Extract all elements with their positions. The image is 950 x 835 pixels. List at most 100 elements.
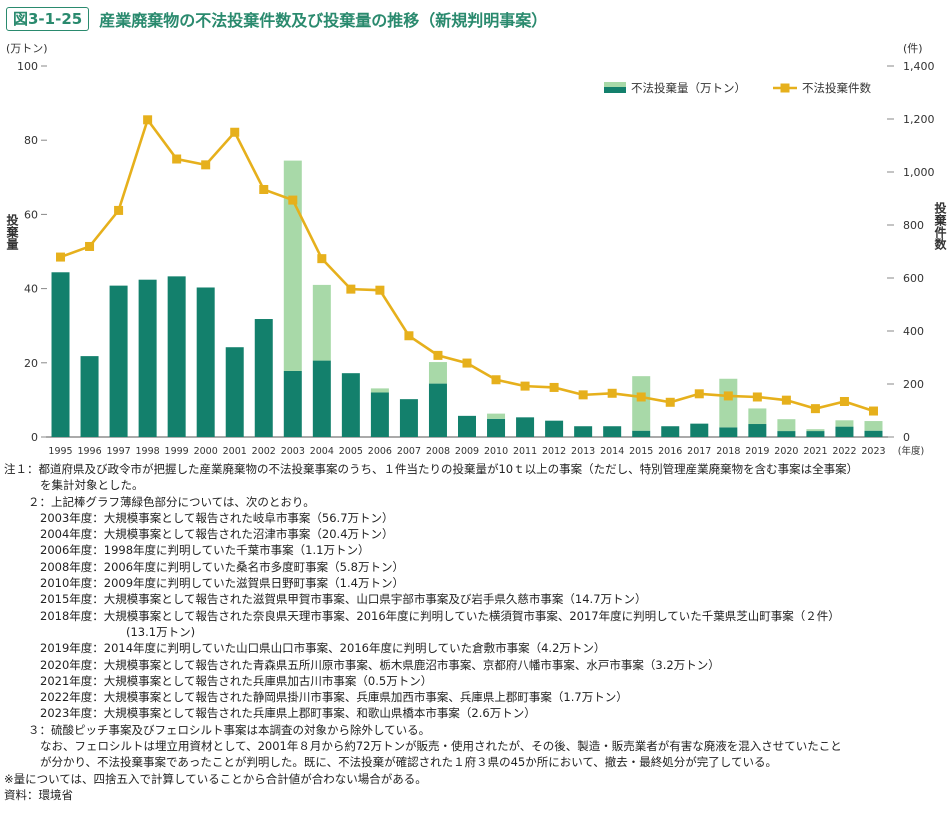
line-marker-2012 [549, 382, 559, 392]
note-item-6: 2018年度：大規模事案として報告された奈良県天理市事案、2016年度に判明して… [40, 608, 840, 623]
x-tick-label: 2002 [252, 446, 276, 457]
x-tick-label: 2003 [281, 446, 305, 457]
note-rounding: ※量については、四捨五入で計算していることから合計値が合わない場合がある。 [4, 771, 427, 786]
bar-supplement-2010 [487, 413, 506, 419]
x-tick-label: 2018 [716, 446, 740, 457]
note-item-3: 2008年度：2006年度に判明していた桑名市多度町事案（5.8万トン） [40, 559, 404, 574]
note-item-2: 2006年度：1998年度に判明していた千葉市事案（1.1万トン） [40, 543, 370, 558]
line-marker-2006 [375, 285, 385, 295]
left-tick-label: 0 [31, 431, 38, 444]
bar-supplement-2019 [748, 408, 767, 425]
bar-supplement-2003 [283, 160, 302, 371]
legend-bar-swatch-dark [604, 87, 626, 93]
notes: 注１：都道府県及び政令市が把握した産業廃棄物の不法投棄事案のうち、１件当たりの投… [4, 461, 948, 803]
x-tick-label: 2014 [600, 446, 624, 457]
bar-base-1998 [138, 279, 157, 437]
bar-base-2000 [196, 287, 215, 437]
chart-area: 0 20 40 60 80 100 0 200 400 600 800 1,000 1,200 1,400… [5, 60, 947, 457]
left-tick-label: 60 [24, 208, 38, 221]
bar-base-2021 [806, 431, 825, 437]
line-marker-2009 [462, 358, 472, 368]
line-marker-1999 [172, 154, 182, 164]
bar-base-2014 [603, 426, 622, 437]
left-tick-label: 40 [24, 283, 38, 296]
note-item-after-4: 2023年度：大規模事案として報告された兵庫県上郡町事案、和歌山県橋本市事案（2… [40, 706, 536, 721]
note-item-1: 2004年度：大規模事案として報告された沼津市事案（20.4万トン） [40, 527, 394, 542]
bar-supplement-2022 [835, 420, 854, 427]
x-tick-label: 2013 [571, 446, 595, 457]
note-3a: なお、フェロシルトは埋立用資材として、2001年８月から約72万トンが販売・使用… [40, 739, 842, 754]
x-tick-label: 2010 [484, 446, 508, 457]
line-marker-2008 [433, 350, 443, 360]
bar-base-1995 [51, 272, 70, 437]
line-marker-2016 [665, 397, 675, 407]
bar-supplement-2021 [806, 429, 825, 432]
note-item-4: 2010年度：2009年度に判明していた滋賀県日野町事案（1.4万トン） [40, 576, 404, 591]
note-item-0: 2003年度：大規模事案として報告された岐阜市事案（56.7万トン） [40, 510, 394, 525]
note-1a: 注１：都道府県及び政令市が把握した産業廃棄物の不法投棄事案のうち、１件当たりの投… [4, 462, 859, 476]
x-tick-label: 1995 [48, 446, 72, 457]
line-marker-2013 [578, 390, 588, 400]
x-tick-label: 1997 [106, 446, 130, 457]
legend-line-marker [780, 83, 790, 93]
x-tick-label: 2011 [513, 446, 537, 457]
line-marker-2017 [694, 389, 704, 399]
x-tick-label: 2016 [658, 446, 682, 457]
note-2: ２：上記棒グラフ薄緑色部分については、次のとおり。 [28, 494, 315, 509]
bar-base-2011 [516, 417, 535, 437]
note-1b: を集計対象とした。 [40, 478, 144, 493]
bar-base-2008 [428, 383, 447, 437]
right-axis-unit: (件) [903, 42, 923, 55]
legend-bar-label: 不法投棄量（万トン） [631, 81, 746, 95]
bar-supplement-2020 [777, 419, 796, 432]
left-tick-label: 20 [24, 357, 38, 370]
line-marker-2022 [839, 396, 849, 406]
bar-supplement-2006 [370, 388, 389, 393]
x-tick-label: 1996 [77, 446, 101, 457]
right-tick-label: 600 [903, 272, 924, 285]
line-marker-2010 [491, 375, 501, 385]
bar-base-2005 [341, 373, 360, 437]
figure-header: 図3-1-25 産業廃棄物の不法投棄件数及び投棄量の推移（新規判明事案） [6, 6, 547, 32]
line-marker-1998 [143, 115, 153, 125]
bar-base-2018 [719, 427, 738, 437]
right-tick-label: 0 [903, 431, 910, 444]
right-tick-label: 800 [903, 219, 924, 232]
bar-base-2013 [574, 426, 593, 437]
x-tick-label: 2009 [455, 446, 479, 457]
line-marker-2003 [288, 195, 298, 205]
note-item-after-3: 2022年度：大規模事案として報告された静岡県掛川市事案、兵庫県加西市事案、兵庫… [40, 690, 628, 705]
bar-base-2022 [835, 426, 854, 437]
left-tick-label: 80 [24, 134, 38, 147]
bar-base-2006 [370, 392, 389, 437]
right-axis-title: 投棄件数 [933, 201, 947, 251]
bar-base-2004 [312, 360, 331, 437]
x-tick-label: 2007 [397, 446, 421, 457]
line-marker-2001 [230, 127, 240, 137]
line-marker-2004 [317, 254, 327, 264]
line-marker-2005 [346, 284, 356, 294]
x-tick-label: 1998 [136, 446, 160, 457]
x-tick-label: 2012 [542, 446, 566, 457]
line-marker-1995 [56, 252, 66, 262]
line-marker-2021 [810, 404, 820, 414]
bar-supplement-2018 [719, 378, 738, 428]
line-marker-2014 [607, 388, 617, 398]
bar-supplement-2023 [864, 421, 883, 431]
bar-supplement-2008 [428, 362, 447, 384]
x-tick-label: 2015 [629, 446, 653, 457]
bar-base-2010 [487, 418, 506, 437]
note-3: ３：硫酸ピッチ事案及びフェロシルト事案は本調査の対象から除外している。 [28, 722, 431, 737]
legend-bar-swatch-light [604, 82, 626, 87]
bar-base-1996 [80, 356, 99, 437]
x-tick-label: 2022 [832, 446, 856, 457]
x-tick-label: 2006 [368, 446, 392, 457]
bar-base-1999 [167, 276, 186, 437]
line-marker-2023 [868, 406, 878, 416]
x-tick-label: 2019 [745, 446, 769, 457]
bar-base-2009 [458, 415, 476, 437]
bar-base-2012 [545, 420, 564, 437]
line-marker-2000 [201, 160, 211, 170]
x-tick-label: 1999 [165, 446, 189, 457]
note-2018-continuation: (13.1万トン) [126, 624, 196, 639]
